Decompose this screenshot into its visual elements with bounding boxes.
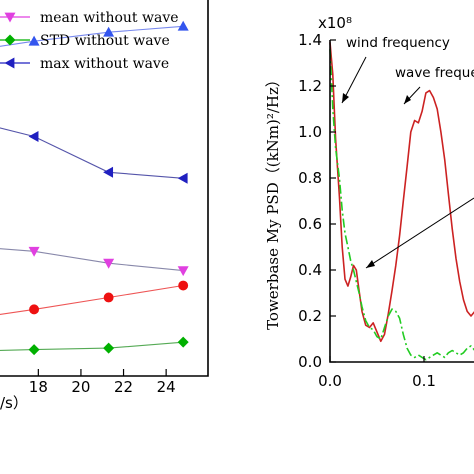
x-tick-label-2: 22 (114, 378, 133, 396)
legend-label-0: mean without wave (40, 10, 179, 26)
data-point-s2-p2 (103, 258, 115, 269)
annotation-wave-frequency: wave freque (395, 65, 474, 81)
data-point-s1-p2 (103, 166, 114, 178)
arrowhead-wave-frequency (404, 95, 411, 104)
left-x-ticks: 18 20 22 24 (29, 369, 176, 396)
right-x-ticks: 0.0 0.1 (318, 356, 436, 390)
legend: mean without wave STD without wave max wit… (0, 10, 179, 72)
y-tick-label-2: 0.4 (298, 261, 322, 279)
left-x-axis-label: /s） (0, 394, 28, 412)
right-annotations: wind frequency wave freque (341, 35, 474, 269)
x-tick-label-1: 0.1 (412, 372, 436, 390)
legend-marker-2 (4, 57, 15, 69)
data-point-s4-p1 (28, 344, 40, 356)
arrowhead-wind-frequency (342, 93, 349, 103)
x-tick-label-0: 0.0 (318, 372, 342, 390)
arrowhead-secondary (366, 260, 375, 268)
y-tick-label-3: 0.6 (298, 215, 322, 233)
data-point-s1-p1 (28, 131, 39, 143)
psd-curve-0 (329, 42, 474, 343)
y-tick-label-7: 1.4 (298, 31, 322, 49)
legend-label-2: max without wave (40, 56, 169, 72)
data-point-s2-p3 (177, 266, 189, 277)
annotation-wind-frequency: wind frequency (346, 35, 450, 51)
x-tick-label-1: 20 (71, 378, 90, 396)
left-series-markers (28, 20, 189, 356)
right-chart: 0.0 0.2 0.4 0.6 0.8 1.0 1.2 1.4 0.0 0.1 Towerbas… (264, 14, 474, 390)
y-tick-label-6: 1.2 (298, 77, 322, 95)
data-point-s2-p1 (28, 246, 40, 257)
series-line-0 (0, 25, 184, 47)
right-axes (329, 40, 474, 363)
series-line-4 (0, 341, 184, 352)
arrow-secondary (365, 197, 474, 269)
series-line-3 (0, 284, 184, 316)
data-point-s3-p1 (29, 304, 40, 315)
data-point-s3-p3 (178, 280, 189, 291)
data-point-s0-p2 (103, 26, 115, 37)
x-tick-label-0: 18 (29, 378, 48, 396)
legend-label-1: STD without wave (40, 33, 170, 49)
right-series-curves (329, 42, 474, 361)
psd-curve-1 (329, 49, 474, 361)
legend-marker-1 (4, 34, 16, 46)
data-point-s3-p2 (103, 292, 114, 303)
left-series-lines (0, 25, 184, 352)
series-line-1 (0, 127, 184, 179)
right-y-ticks: 0.0 0.2 0.4 0.6 0.8 1.0 1.2 1.4 (298, 31, 336, 371)
data-point-s0-p3 (177, 20, 189, 31)
right-y-axis-label: Towerbase My PSD（(kNm)²/Hz） (264, 72, 282, 330)
legend-marker-0 (4, 12, 16, 23)
x-tick-label-3: 24 (157, 378, 176, 396)
series-line-2 (0, 248, 184, 272)
data-point-s0-p1 (28, 35, 40, 46)
data-point-s4-p3 (177, 336, 189, 348)
y-tick-label-0: 0.0 (298, 353, 322, 371)
left-plot-frame (0, 0, 209, 377)
y-tick-label-4: 0.8 (298, 169, 322, 187)
data-point-s1-p3 (177, 172, 188, 184)
data-point-s4-p2 (103, 342, 115, 354)
right-y-multiplier: x10⁸ (318, 14, 352, 32)
left-chart: 18 20 22 24 /s） mean without wave STD withou… (0, 0, 209, 412)
y-tick-label-5: 1.0 (298, 123, 322, 141)
y-tick-label-1: 0.2 (298, 307, 322, 325)
